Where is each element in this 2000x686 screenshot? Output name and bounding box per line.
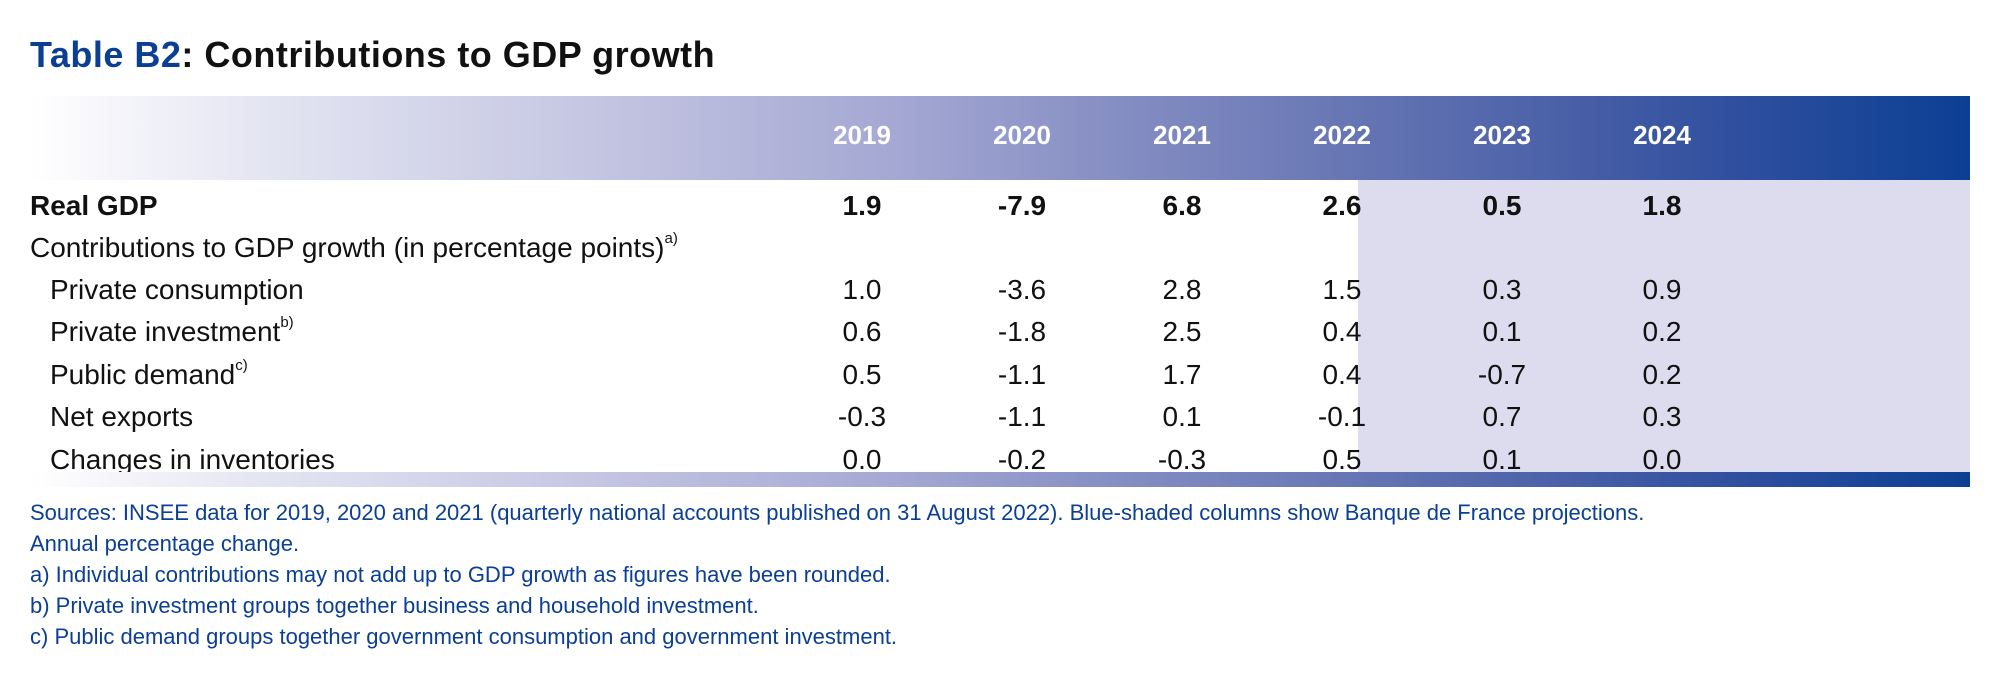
- cell-2019: 0.0: [842, 444, 882, 475]
- row-label: Private consumption: [50, 274, 304, 306]
- gdp-contributions-table: 2019 2020 2021 2022 2023 2024 Real GDP 1.…: [30, 96, 1970, 487]
- cell-2019: 0.6: [842, 316, 882, 347]
- column-header-2020: 2020: [993, 120, 1051, 150]
- cell-2020: -0.2: [997, 444, 1047, 475]
- row-label: Contributions to GDP growth (in percenta…: [30, 230, 678, 264]
- projection-columns-shading: [1358, 180, 1970, 472]
- table-row: Contributions to GDP growth (in percenta…: [30, 226, 1970, 266]
- row-label-text: Private investment: [50, 316, 281, 347]
- cell-2019: -0.3: [837, 401, 887, 432]
- row-label-text: Contributions to GDP growth (in percenta…: [30, 232, 665, 263]
- row-label: Real GDP: [30, 190, 158, 222]
- row-label-text: Changes in inventories: [50, 444, 335, 475]
- row-label-text: Net exports: [50, 401, 194, 432]
- footnote-marker: c): [235, 357, 248, 374]
- table-header-bar: 2019 2020 2021 2022 2023 2024: [30, 96, 1970, 180]
- cell-2023: -0.7: [1477, 359, 1527, 390]
- cell-2022: 0.4: [1322, 359, 1362, 390]
- cell-2023: 0.5: [1482, 190, 1522, 221]
- footnote-a: a) Individual contributions may not add …: [30, 562, 891, 587]
- table-row: Private consumption 1.0 -3.6 2.8 1.5 0.3 0.9: [30, 268, 1970, 308]
- cell-2021: -0.3: [1157, 444, 1207, 475]
- row-label-text: Real GDP: [30, 190, 158, 221]
- cell-2021: 2.8: [1162, 274, 1202, 305]
- footnote-marker: a): [664, 230, 678, 247]
- cell-2022: 2.6: [1322, 190, 1362, 221]
- cell-2024: 0.9: [1642, 274, 1682, 305]
- cell-2021: 0.1: [1162, 401, 1202, 432]
- cell-2020: -7.9: [997, 190, 1047, 221]
- cell-2023: 0.1: [1482, 444, 1522, 475]
- column-header-2021: 2021: [1153, 120, 1211, 150]
- cell-2021: 1.7: [1162, 359, 1202, 390]
- table-number: Table B2: [30, 34, 182, 75]
- footnote-c: c) Public demand groups together governm…: [30, 624, 898, 649]
- table-row: Real GDP 1.9 -7.9 6.8 2.6 0.5 1.8: [30, 184, 1970, 224]
- row-label-text: Private consumption: [50, 274, 304, 305]
- cell-2023: 0.3: [1482, 274, 1522, 305]
- footnote-b: b) Private investment groups together bu…: [30, 593, 759, 618]
- cell-2019: 1.9: [842, 190, 882, 221]
- units-note: Annual percentage change.: [30, 531, 300, 556]
- cell-2020: -3.6: [997, 274, 1047, 305]
- cell-2020: -1.1: [997, 401, 1047, 432]
- table-row: Changes in inventories 0.0 -0.2 -0.3 0.5 0.1 0…: [30, 438, 1970, 478]
- cell-2020: -1.8: [997, 316, 1047, 347]
- row-label-text: Public demand: [50, 359, 236, 390]
- table-row: Public demandc) 0.5 -1.1 1.7 0.4 -0.7 0.2: [30, 353, 1970, 393]
- table-row: Net exports -0.3 -1.1 0.1 -0.1 0.7 0.3: [30, 395, 1970, 435]
- cell-2022: 0.4: [1322, 316, 1362, 347]
- cell-2023: 0.7: [1482, 401, 1522, 432]
- cell-2019: 1.0: [842, 274, 882, 305]
- row-label: Net exports: [50, 401, 193, 433]
- column-header-2019: 2019: [833, 120, 891, 150]
- cell-2020: -1.1: [997, 359, 1047, 390]
- table-row: Private investmentb) 0.6 -1.8 2.5 0.4 0.1 0.2: [30, 310, 1970, 350]
- column-header-2024: 2024: [1633, 120, 1691, 150]
- table-title-text: : Contributions to GDP growth: [181, 34, 716, 75]
- cell-2022: 1.5: [1322, 274, 1362, 305]
- footnote-marker: b): [280, 314, 294, 331]
- cell-2021: 2.5: [1162, 316, 1202, 347]
- cell-2024: 0.2: [1642, 359, 1682, 390]
- cell-2021: 6.8: [1162, 190, 1202, 221]
- row-label: Public demandc): [50, 357, 248, 391]
- cell-2022: 0.5: [1322, 444, 1362, 475]
- sources-note: Sources: INSEE data for 2019, 2020 and 2…: [30, 500, 1645, 525]
- row-label: Private investmentb): [50, 314, 294, 348]
- table-footer-bar: [30, 472, 1970, 487]
- table-title: Table B2: Contributions to GDP growth: [30, 34, 715, 76]
- cell-2022: -0.1: [1317, 401, 1367, 432]
- cell-2019: 0.5: [842, 359, 882, 390]
- table-notes: Sources: INSEE data for 2019, 2020 and 2…: [30, 497, 1644, 652]
- cell-2024: 0.2: [1642, 316, 1682, 347]
- cell-2024: 0.0: [1642, 444, 1682, 475]
- column-header-2022: 2022: [1313, 120, 1371, 150]
- column-header-2023: 2023: [1473, 120, 1531, 150]
- cell-2024: 1.8: [1642, 190, 1682, 221]
- row-label: Changes in inventories: [50, 444, 335, 476]
- cell-2023: 0.1: [1482, 316, 1522, 347]
- cell-2024: 0.3: [1642, 401, 1682, 432]
